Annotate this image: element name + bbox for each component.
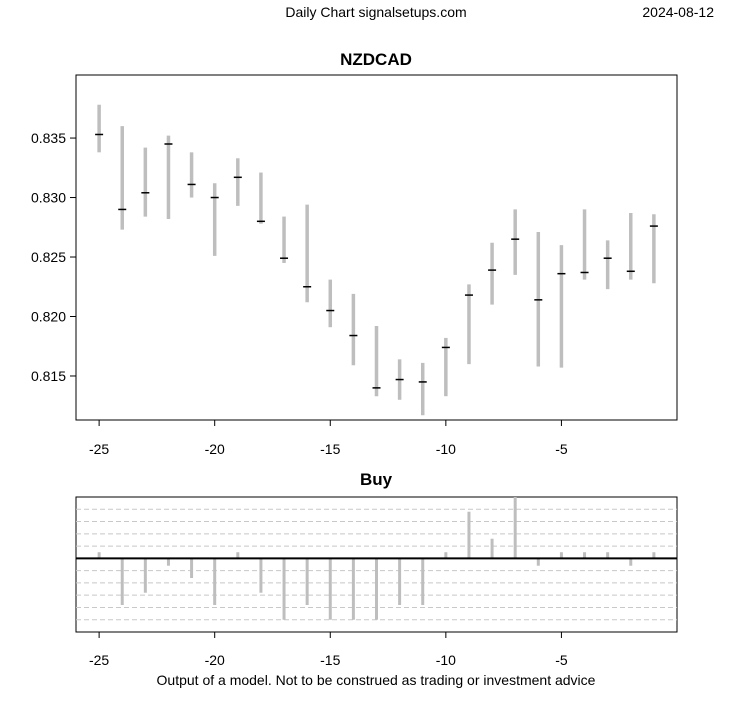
y-tick-label: 0.835 <box>31 130 66 146</box>
y-tick-label: 0.820 <box>31 309 66 325</box>
x-tick-label: -15 <box>320 441 340 457</box>
x-tick-label: -25 <box>89 652 109 668</box>
y-tick-label: 0.830 <box>31 190 66 206</box>
main-plot-frame <box>75 74 678 421</box>
x-tick-label: -20 <box>205 441 225 457</box>
x-tick-label: -20 <box>205 652 225 668</box>
x-tick-label: -10 <box>436 441 456 457</box>
footer-disclaimer: Output of a model. Not to be construed a… <box>157 672 596 688</box>
x-tick-label: -5 <box>555 652 568 668</box>
y-tick-label: 0.825 <box>31 249 66 265</box>
main-plot-marks: 0.815 0.820 0.825 0.830 0.835 -25 -20 -15 -10 -5 <box>31 104 658 457</box>
buy-plot-marks: -25 -20 -15 -10 -5 <box>76 497 677 668</box>
buy-plot-frame <box>75 496 678 633</box>
x-tick-label: -15 <box>320 652 340 668</box>
x-tick-label: -5 <box>555 441 568 457</box>
x-tick-label: -25 <box>89 441 109 457</box>
x-tick-label: -10 <box>436 652 456 668</box>
header-site-text: Daily Chart signalsetups.com <box>285 4 466 20</box>
main-chart-title: NZDCAD <box>340 50 412 69</box>
y-tick-label: 0.815 <box>31 368 66 384</box>
header-date-text: 2024-08-12 <box>642 4 714 20</box>
buy-chart-title: Buy <box>360 470 393 489</box>
